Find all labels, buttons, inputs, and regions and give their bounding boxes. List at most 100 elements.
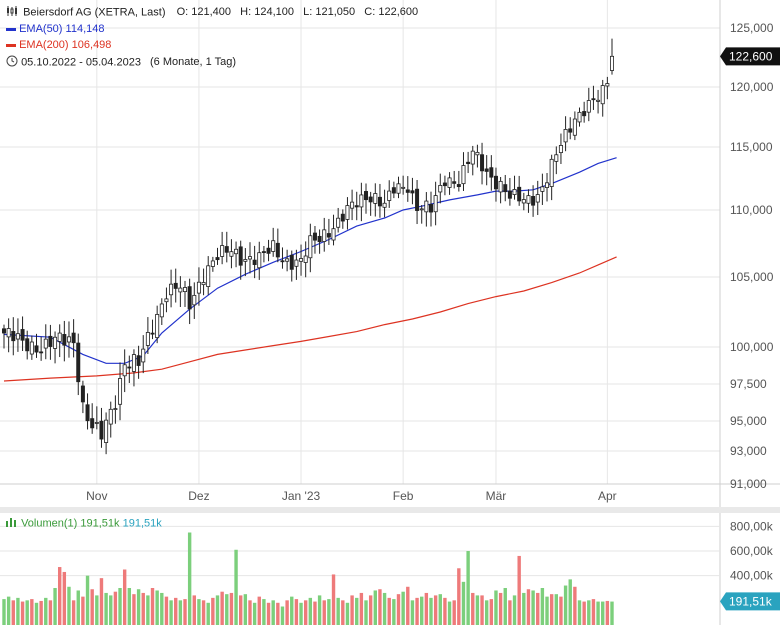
candle-body [545, 182, 550, 188]
candle-body [80, 385, 85, 403]
volume-bar [327, 599, 331, 625]
x-tick-label: Jan '23 [282, 489, 321, 503]
x-tick-label: Apr [598, 489, 617, 503]
date-range-detail: (6 Monate, 1 Tag) [150, 56, 237, 69]
candle-body [29, 341, 34, 355]
volume-bar [503, 588, 507, 625]
volume-bar [44, 597, 48, 625]
volume-bar [71, 600, 76, 625]
candle-body [382, 202, 387, 208]
volume-bar [183, 599, 187, 625]
y-tick-label: 125,000 [730, 21, 774, 35]
volume-bar [99, 578, 104, 625]
candle-body [183, 287, 188, 292]
price-badge-label: 122,600 [729, 49, 773, 63]
volume-bar [605, 600, 610, 625]
legend-ema200-row: EMA(200) 106,498 [6, 39, 111, 51]
candle-body [456, 184, 461, 188]
volume-bar [113, 591, 118, 625]
y-tick-label: 95,000 [730, 414, 767, 428]
x-tick-label: Nov [86, 489, 107, 503]
candle-body [118, 378, 123, 405]
date-range: 05.10.2022 - 05.04.2023 [21, 56, 141, 69]
volume-bar [248, 600, 252, 625]
candle-body [164, 298, 169, 303]
candle-body [271, 240, 276, 252]
volume-bar [20, 601, 25, 625]
volume-bar [345, 602, 350, 625]
price-badge [720, 47, 780, 66]
volume-bar [350, 595, 354, 625]
volume-bar [466, 551, 470, 625]
candle-body [480, 154, 485, 172]
candle-body [331, 228, 336, 241]
volume-bar [67, 586, 71, 625]
volume-bar [62, 571, 67, 625]
volume-bar [517, 555, 521, 625]
volume-bar [34, 602, 39, 625]
candle-body [169, 283, 174, 296]
candle-body [317, 235, 322, 243]
volume-bar [549, 594, 554, 625]
clock-icon [6, 55, 18, 70]
y-tick-label: 93,000 [730, 444, 767, 458]
candle-body [289, 254, 294, 270]
volume-bar [494, 590, 498, 625]
volume-bar [25, 600, 29, 625]
volume-bar [39, 600, 43, 625]
candle-body [187, 286, 192, 310]
candle-body [238, 246, 243, 266]
volume-bar [322, 600, 326, 625]
candle-body [53, 336, 58, 349]
legend-ema50-row: EMA(50) 114,148 [6, 23, 104, 35]
volume-bar [164, 596, 169, 625]
candle-body [535, 194, 540, 203]
volume-bar [447, 601, 452, 625]
volume-bar [317, 595, 322, 625]
volume-bar [11, 600, 15, 625]
volume-bar [420, 596, 424, 625]
volume-bar [438, 594, 442, 625]
volume-bar [577, 600, 582, 625]
y-tick-label: 100,000 [730, 340, 774, 354]
volume-bar [146, 595, 150, 625]
volume-bar [573, 586, 577, 625]
candle-body [452, 181, 457, 184]
candle-body [419, 208, 424, 211]
volume-bar [601, 601, 605, 625]
volume-bar [201, 600, 206, 625]
candle-body [94, 422, 99, 424]
candle-body [99, 420, 104, 440]
candle-body [108, 408, 113, 425]
volume-bar [313, 601, 317, 625]
price-grid [0, 0, 720, 485]
candle-body [261, 251, 266, 253]
volume-bar [76, 590, 80, 625]
volume-bar [141, 592, 145, 625]
volume-bar [433, 595, 438, 625]
instrument-name: Beiersdorf AG (XETRA, Last) [23, 6, 166, 19]
candle-body [275, 242, 280, 258]
candle-body [438, 184, 443, 193]
volume-bar [2, 599, 6, 625]
volume-bar [155, 590, 159, 625]
candle-body [391, 187, 396, 194]
volume-bar [239, 595, 243, 625]
candle-body [340, 213, 345, 222]
candle-body [405, 189, 410, 193]
candle-body [415, 188, 420, 211]
y-tick-label: 110,000 [730, 203, 773, 217]
candle-body [294, 259, 299, 267]
candle-body [401, 186, 406, 189]
candle-body [210, 260, 215, 267]
volume-bar [406, 586, 410, 625]
candle-body [285, 258, 290, 262]
candle-body [122, 364, 127, 377]
volume-bar [132, 594, 136, 625]
candle-body [280, 260, 285, 263]
volume-bar [252, 602, 257, 625]
volume-bars-group [2, 532, 614, 625]
candle-body [582, 111, 587, 117]
volume-bar [396, 594, 401, 625]
